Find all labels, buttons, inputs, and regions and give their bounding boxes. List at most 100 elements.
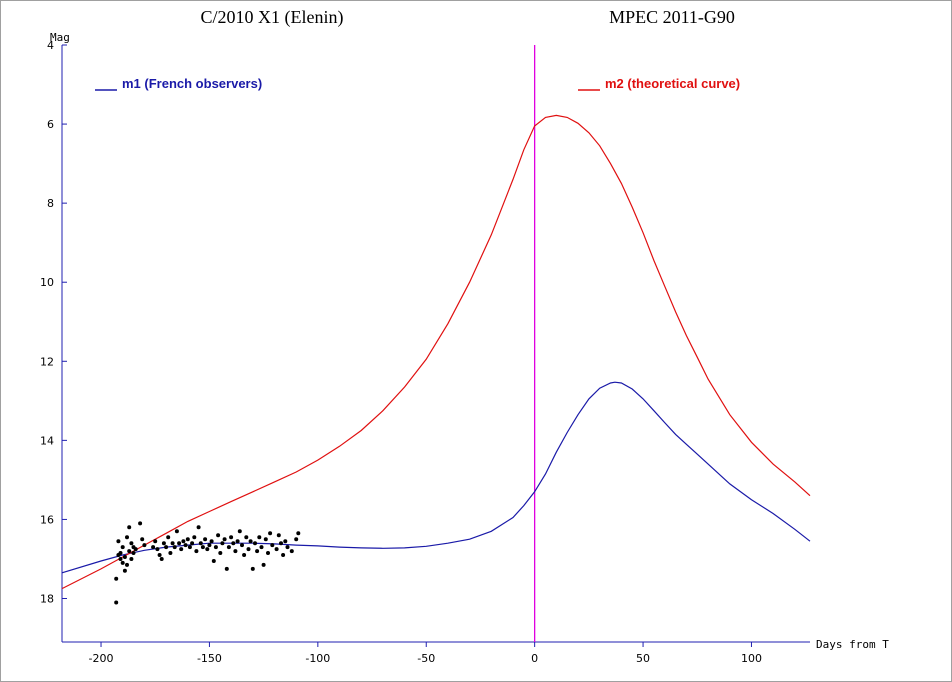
y-tick-label-18: 18	[40, 593, 54, 606]
observation-point	[268, 531, 273, 536]
observation-point	[125, 535, 129, 540]
x-tick-label-0: 0	[531, 652, 538, 665]
observation-point	[289, 549, 294, 554]
observation-point	[296, 531, 301, 536]
observation-point	[116, 539, 121, 544]
observation-point	[118, 557, 123, 561]
observation-point	[244, 535, 249, 540]
observation-point	[266, 551, 270, 555]
chart-title-left: C/2010 X1 (Elenin)	[201, 7, 344, 28]
observation-point	[216, 533, 221, 538]
observation-point	[114, 600, 119, 605]
observation-point	[270, 543, 275, 548]
series-line-m1	[61, 381, 811, 574]
observation-point	[294, 537, 299, 542]
observation-point	[246, 547, 251, 552]
x-tick-label--200: -200	[89, 652, 114, 665]
observation-point	[122, 555, 127, 559]
observation-point	[194, 549, 199, 554]
observation-point	[281, 553, 286, 557]
observation-point	[129, 541, 134, 546]
observation-point	[235, 539, 240, 544]
observation-point	[218, 551, 223, 555]
observation-point	[142, 543, 147, 548]
observation-point	[261, 562, 266, 567]
plot-area: 4 6 8 10 12 14 16 18 -200 -150 -100 -50 0 50 100	[40, 39, 811, 665]
y-tick-label-12: 12	[40, 355, 54, 368]
observation-point	[120, 545, 125, 550]
observation-point	[222, 537, 227, 542]
observation-point	[237, 529, 242, 534]
observation-point	[213, 545, 218, 550]
legend-label-m2: m2 (theoretical curve)	[605, 76, 740, 91]
observation-point	[231, 541, 236, 546]
legend: m1 (French observers) m2 (theoretical cu…	[95, 76, 740, 91]
observation-point	[274, 547, 279, 552]
observation-point	[229, 535, 234, 540]
observation-point	[240, 543, 244, 548]
observation-point	[179, 547, 184, 552]
observation-point	[224, 566, 229, 571]
observation-point	[253, 541, 257, 546]
x-tick-label-50: 50	[636, 652, 650, 665]
y-tick-label-16: 16	[40, 513, 54, 526]
observation-point	[198, 541, 203, 546]
observation-point	[140, 537, 145, 542]
observation-point	[170, 541, 175, 546]
observation-point	[187, 545, 192, 550]
observation-point	[242, 553, 247, 557]
x-axis-label: Days from T	[816, 638, 889, 651]
observation-point	[174, 529, 179, 534]
observation-point	[211, 559, 216, 563]
x-tick-label--50: -50	[417, 652, 435, 665]
observation-point	[257, 535, 262, 540]
observation-point	[155, 547, 160, 552]
observation-point	[181, 539, 186, 544]
observation-point	[153, 539, 158, 544]
observation-point	[276, 533, 281, 538]
observation-point	[164, 545, 169, 550]
observation-point	[172, 545, 177, 550]
observation-point	[118, 551, 123, 555]
series-line-m2	[61, 114, 811, 590]
legend-label-m1: m1 (French observers)	[122, 76, 262, 91]
y-tick-label-14: 14	[40, 434, 54, 447]
observation-point	[196, 525, 201, 530]
observation-point	[192, 535, 197, 540]
observation-point	[205, 547, 210, 552]
x-tick-label--150: -150	[197, 652, 222, 665]
observation-point	[285, 545, 290, 550]
observation-point	[168, 551, 173, 555]
observation-point	[226, 545, 231, 550]
observation-point	[177, 541, 182, 546]
observation-point	[248, 539, 253, 544]
observation-point	[190, 541, 195, 546]
y-tick-label-8: 8	[47, 197, 54, 210]
observation-point	[125, 562, 129, 567]
observation-point	[233, 549, 238, 554]
observation-point	[183, 543, 188, 548]
observation-point	[159, 557, 164, 561]
chart-title-right: MPEC 2011-G90	[609, 7, 735, 27]
observation-point	[255, 549, 260, 554]
observation-point	[127, 525, 132, 530]
observation-point	[250, 566, 255, 571]
y-tick-label-6: 6	[47, 118, 54, 131]
observation-point	[185, 537, 190, 542]
observation-point	[207, 543, 212, 548]
observation-point	[220, 541, 225, 546]
observation-point	[166, 535, 171, 540]
observation-point	[209, 539, 214, 544]
observation-point	[279, 541, 283, 546]
y-tick-label-4: 4	[47, 39, 54, 52]
observation-point	[283, 539, 288, 544]
y-tick-label-10: 10	[40, 276, 54, 289]
observation-point	[200, 545, 205, 550]
x-tick-label--100: -100	[305, 652, 330, 665]
observation-point	[129, 557, 134, 561]
observation-point	[203, 537, 208, 542]
observation-point	[157, 553, 162, 557]
observation-point	[151, 545, 156, 550]
x-tick-label-100: 100	[741, 652, 762, 665]
